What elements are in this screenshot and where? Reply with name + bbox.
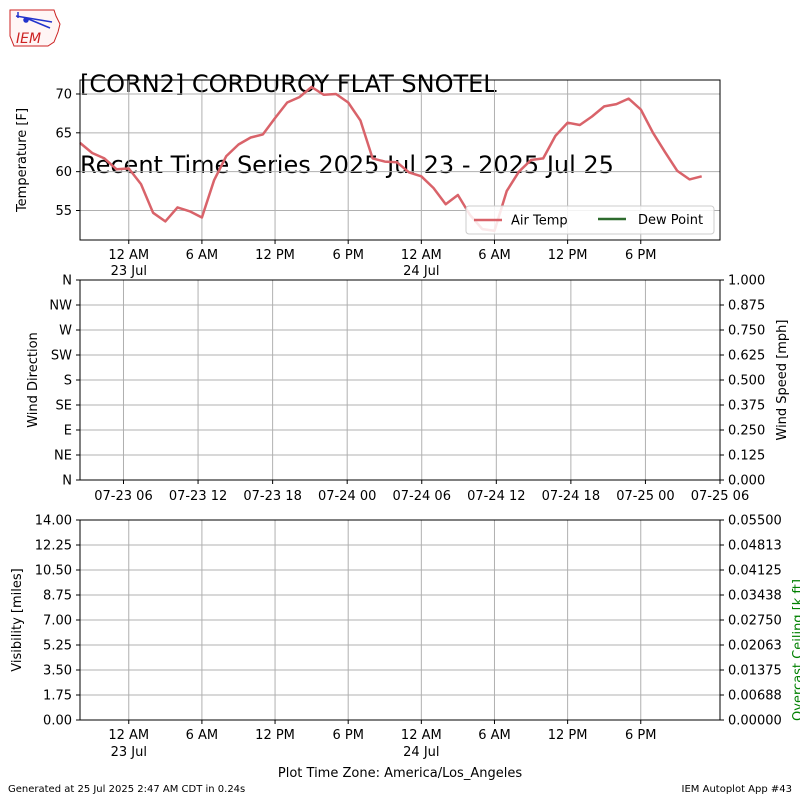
vis-ylabel: Visibility [miles] <box>10 568 25 671</box>
wind-xtick-label: 07-24 06 <box>393 489 451 504</box>
chart-title: [CORN2] CORDUROY FLAT SNOTEL Recent Time… <box>80 17 614 206</box>
visibility-tick-label: 7.00 <box>43 614 72 629</box>
visibility-tick-label: 14.00 <box>35 514 72 529</box>
logo-text: IEM <box>16 31 41 47</box>
ceiling-y2label: Overcast Ceiling [k ft] <box>791 579 800 721</box>
temp-ytick-label: 55 <box>55 204 72 219</box>
wind-direction-tick-label: N <box>62 474 72 489</box>
vis-xtick-sublabel: 24 Jul <box>403 745 439 760</box>
logo-wind-barb-icon <box>15 12 53 29</box>
wind-speed-tick-label: 0.000 <box>728 474 765 489</box>
wind-xtick-label: 07-23 12 <box>169 489 227 504</box>
vis-xtick-label: 12 AM <box>108 728 149 743</box>
generated-timestamp: Generated at 25 Jul 2025 2:47 AM CDT in … <box>8 784 246 795</box>
ceiling-tick-label: 0.00000 <box>728 714 782 729</box>
temp-xtick-label: 12 PM <box>548 248 588 263</box>
temp-xtick-label: 12 AM <box>401 248 442 263</box>
ceiling-tick-label: 0.00688 <box>728 689 782 704</box>
vis-xtick-label: 6 PM <box>625 728 656 743</box>
temp-ytick-label: 60 <box>55 165 72 180</box>
visibility-tick-label: 10.50 <box>35 564 72 579</box>
wind-xtick-label: 07-23 18 <box>243 489 301 504</box>
ceiling-tick-label: 0.02750 <box>728 614 782 629</box>
chart-title-line1: [CORN2] CORDUROY FLAT SNOTEL <box>80 70 497 98</box>
vis-xtick-label: 12 PM <box>548 728 588 743</box>
ceiling-tick-label: 0.01375 <box>728 664 782 679</box>
iem-logo: IEM <box>9 9 61 47</box>
vis-xtick-label: 12 PM <box>255 728 295 743</box>
vis-xlabel: Plot Time Zone: America/Los_Angeles <box>278 766 522 781</box>
temp-legend-box <box>465 205 715 235</box>
wind-direction-tick-label: NE <box>54 449 72 464</box>
temp-ylabel: Temperature [F] <box>15 108 30 213</box>
temp-ytick-label: 65 <box>55 126 72 141</box>
temp-xtick-label: 6 PM <box>332 248 363 263</box>
visibility-tick-label: 8.75 <box>43 589 72 604</box>
air-temp-series-line <box>79 85 703 232</box>
ceiling-tick-label: 0.04813 <box>728 539 782 554</box>
ceiling-tick-label: 0.03438 <box>728 589 782 604</box>
wind-direction-tick-label: NW <box>49 299 72 314</box>
visibility-tick-label: 12.25 <box>35 539 72 554</box>
app-id-label: IEM Autoplot App #43 <box>681 784 792 795</box>
wind-speed-tick-label: 0.375 <box>728 399 765 414</box>
wind-direction-tick-label: S <box>64 374 72 389</box>
wind-speed-tick-label: 0.875 <box>728 299 765 314</box>
vis-xtick-label: 6 PM <box>332 728 363 743</box>
temp-xtick-label: 6 PM <box>625 248 656 263</box>
wind-direction-tick-label: SW <box>51 349 72 364</box>
wind-direction-tick-label: W <box>59 324 72 339</box>
temp-xtick-label: 12 AM <box>108 248 149 263</box>
wind-xtick-label: 07-24 18 <box>542 489 600 504</box>
ceiling-tick-label: 0.04125 <box>728 564 782 579</box>
wind-direction-tick-label: N <box>62 274 72 289</box>
temp-xtick-label: 12 PM <box>255 248 295 263</box>
visibility-tick-label: 3.50 <box>43 664 72 679</box>
vis-xtick-label: 12 AM <box>401 728 442 743</box>
wind-ylabel: Wind Direction <box>26 332 41 428</box>
wind-direction-tick-label: E <box>64 424 72 439</box>
legend-dew-point-label: Dew Point <box>638 213 703 228</box>
visibility-tick-label: 1.75 <box>43 689 72 704</box>
vis-xtick-sublabel: 23 Jul <box>111 745 147 760</box>
wind-xtick-label: 07-25 06 <box>691 489 749 504</box>
wind-speed-tick-label: 0.625 <box>728 349 765 364</box>
chart-title-line2: Recent Time Series 2025 Jul 23 - 2025 Ju… <box>80 151 614 179</box>
wind-xtick-label: 07-24 00 <box>318 489 376 504</box>
vis-xtick-label: 6 AM <box>186 728 219 743</box>
ceiling-tick-label: 0.05500 <box>728 514 782 529</box>
temp-axes-frame <box>79 79 721 241</box>
wind-speed-tick-label: 0.500 <box>728 374 765 389</box>
visibility-tick-label: 0.00 <box>43 714 72 729</box>
ceiling-tick-label: 0.02063 <box>728 639 782 654</box>
vis-xtick-label: 6 AM <box>478 728 511 743</box>
temp-xtick-label: 6 AM <box>478 248 511 263</box>
wind-speed-tick-label: 0.125 <box>728 449 765 464</box>
temp-xtick-sublabel: 23 Jul <box>111 264 147 279</box>
wind-direction-tick-label: SE <box>56 399 72 414</box>
temp-xtick-sublabel: 24 Jul <box>403 264 439 279</box>
wind-xtick-label: 07-23 06 <box>94 489 152 504</box>
temp-xtick-label: 6 AM <box>186 248 219 263</box>
wind-y2label: Wind Speed [mph] <box>775 320 790 441</box>
wind-speed-tick-label: 0.250 <box>728 424 765 439</box>
wind-speed-tick-label: 0.750 <box>728 324 765 339</box>
wind-xtick-label: 07-25 00 <box>616 489 674 504</box>
vis-axes-frame <box>79 519 721 721</box>
legend-air-temp-label: Air Temp <box>511 214 568 229</box>
wind-axes-frame <box>79 279 721 481</box>
wind-speed-tick-label: 1.000 <box>728 274 765 289</box>
visibility-tick-label: 5.25 <box>43 639 72 654</box>
wind-xtick-label: 07-24 12 <box>467 489 525 504</box>
temp-ytick-label: 70 <box>55 87 72 102</box>
